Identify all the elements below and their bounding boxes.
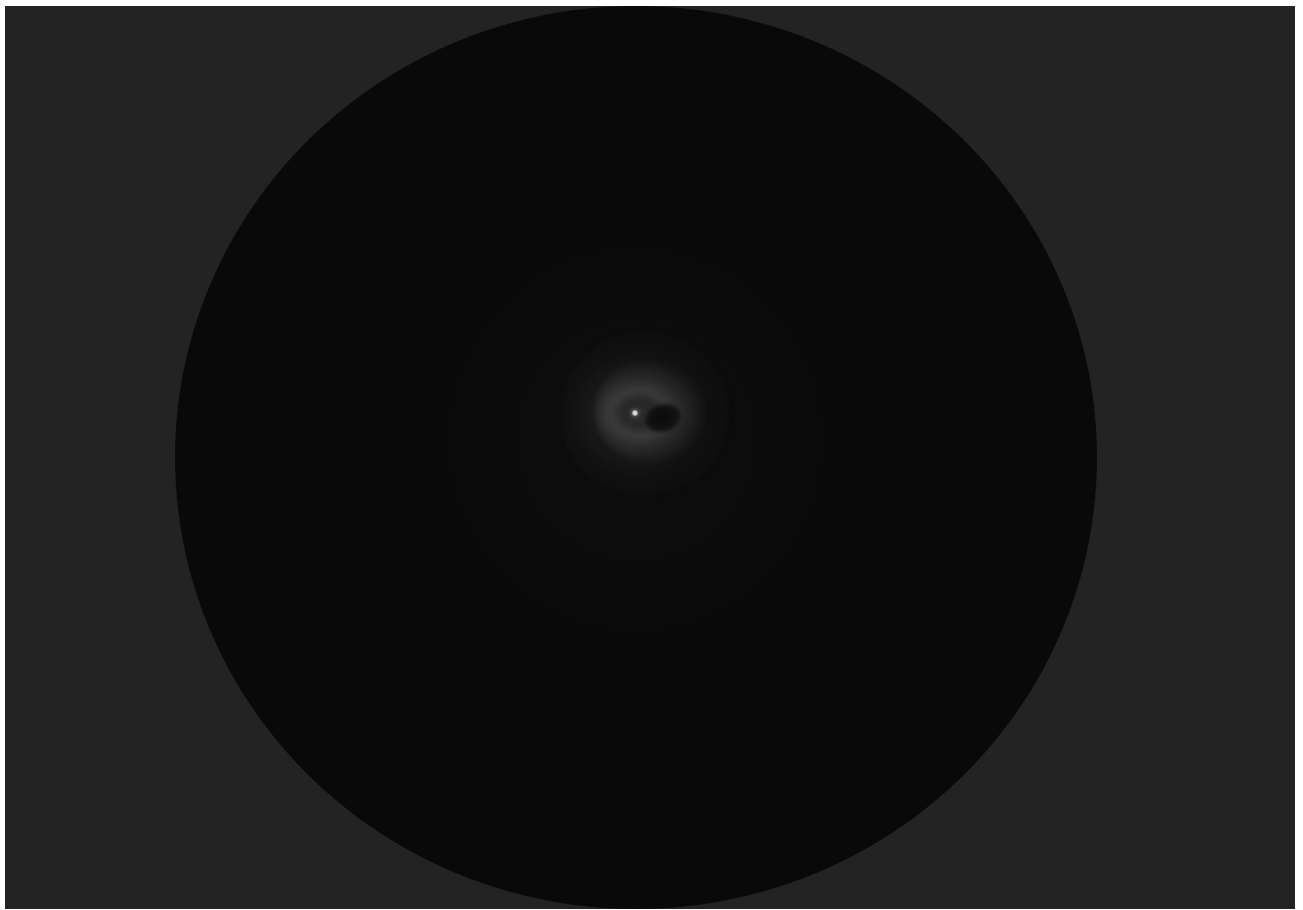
image-frame — [5, 6, 1295, 909]
central-star — [632, 410, 638, 416]
nebula-halo — [560, 331, 730, 496]
eyepiece-field — [175, 6, 1097, 909]
